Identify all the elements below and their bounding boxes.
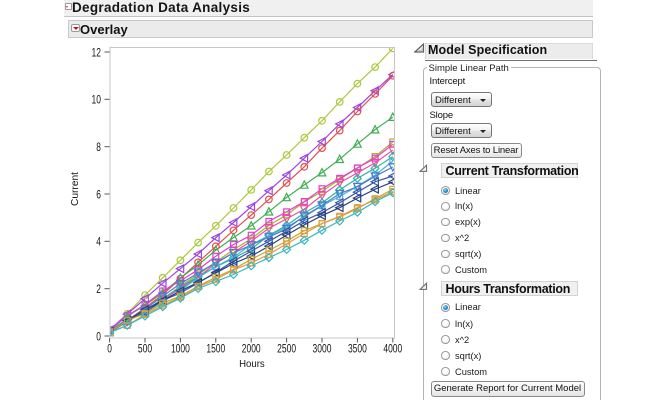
svg-text:1000: 1000 (171, 342, 190, 356)
svg-text:4: 4 (96, 235, 101, 249)
svg-text:0: 0 (107, 342, 112, 356)
svg-text:4000: 4000 (383, 342, 402, 356)
svg-text:2: 2 (96, 282, 101, 296)
svg-text:Hours: Hours (239, 359, 265, 370)
svg-text:500: 500 (138, 342, 152, 356)
svg-text:2000: 2000 (242, 342, 261, 356)
svg-text:8: 8 (96, 140, 101, 154)
svg-text:10: 10 (92, 93, 102, 107)
svg-text:1500: 1500 (206, 342, 225, 356)
svg-text:3000: 3000 (313, 342, 332, 356)
svg-text:0: 0 (96, 329, 101, 343)
svg-text:Current: Current (70, 172, 81, 206)
svg-text:6: 6 (96, 187, 101, 201)
svg-text:2500: 2500 (277, 342, 296, 356)
svg-text:12: 12 (92, 45, 102, 59)
svg-text:3500: 3500 (348, 342, 367, 356)
